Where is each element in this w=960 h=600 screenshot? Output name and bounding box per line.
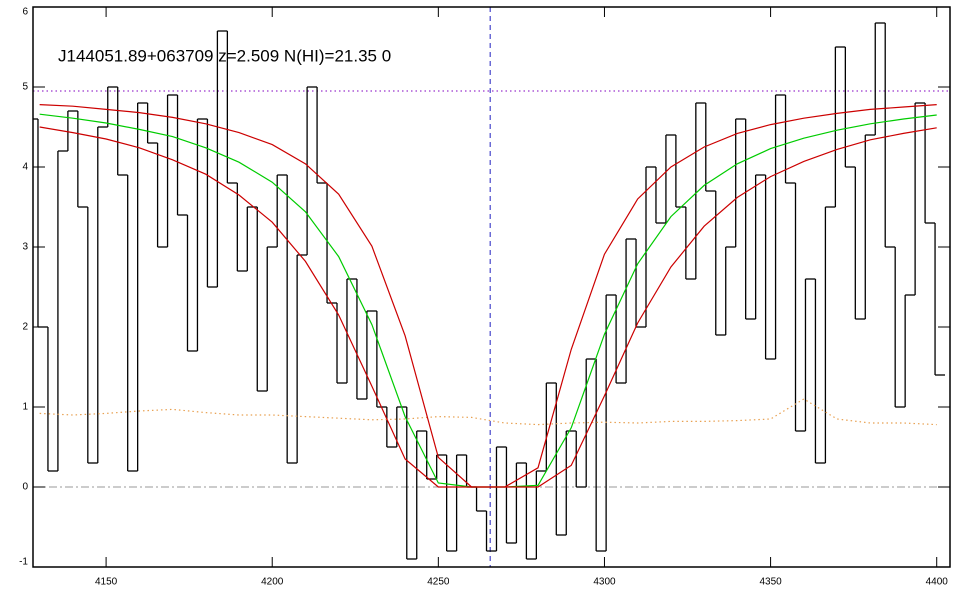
y-tick-label: 1: [22, 402, 28, 413]
plot-area: [33, 7, 950, 567]
x-tick-label: 4400: [926, 577, 949, 588]
x-tick-label: 4250: [427, 577, 450, 588]
y-tick-label: 0: [22, 482, 28, 493]
y-tick-label: 5: [22, 82, 28, 93]
y-tick-label: -1: [19, 557, 28, 568]
y-tick-label: 3: [22, 242, 28, 253]
y-tick-label: 6: [22, 7, 28, 18]
y-tick-label: 2: [22, 322, 28, 333]
model-curve: [39, 126, 937, 488]
chart-title: J144051.89+063709 z=2.509 N(HI)=21.35 0: [58, 46, 391, 65]
model-curve: [39, 398, 937, 426]
x-tick-label: 4150: [95, 577, 118, 588]
x-tick-label: 4350: [759, 577, 782, 588]
x-tick-label: 4200: [261, 577, 284, 588]
y-tick-label: 4: [22, 162, 28, 173]
frame: [32, 6, 951, 568]
x-tick-label: 4300: [593, 577, 616, 588]
